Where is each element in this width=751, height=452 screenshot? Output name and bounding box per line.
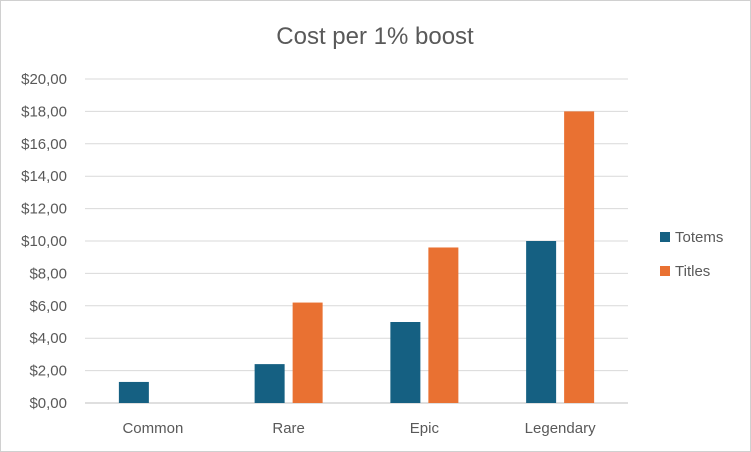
x-axis-categories: Common Rare Epic Legendary <box>122 420 596 437</box>
y-tick-label: $4,00 <box>29 330 67 347</box>
y-axis-ticks: $0,00 $2,00 $4,00 $6,00 $8,00 $10,00 $12,00 $14… <box>21 71 67 412</box>
y-tick-label: $6,00 <box>29 298 67 315</box>
y-tick-label: $20,00 <box>21 71 67 88</box>
bar-totems-legendary <box>526 241 557 403</box>
y-tick-label: $12,00 <box>21 201 67 218</box>
bar-totems-rare <box>254 364 285 403</box>
x-category-label: Legendary <box>525 420 596 437</box>
y-tick-label: $18,00 <box>21 103 67 120</box>
bar-totems-common <box>118 381 149 403</box>
bar-titles-legendary <box>564 111 595 404</box>
y-tick-label: $8,00 <box>29 265 67 282</box>
x-category-label: Rare <box>272 420 305 437</box>
bar-titles-rare <box>292 302 323 403</box>
y-tick-label: $16,00 <box>21 136 67 153</box>
y-tick-label: $14,00 <box>21 168 67 185</box>
chart-title: Cost per 1% boost <box>276 23 474 50</box>
bar-titles-epic <box>428 247 459 403</box>
bars <box>118 111 595 404</box>
y-tick-label: $2,00 <box>29 363 67 380</box>
y-tick-label: $0,00 <box>29 395 67 412</box>
y-tick-label: $10,00 <box>21 233 67 250</box>
legend-swatch-titles <box>660 266 670 276</box>
bar-totems-epic <box>390 322 421 403</box>
legend-label-titles: Titles <box>675 263 710 280</box>
gridlines <box>85 78 628 404</box>
legend-label-totems: Totems <box>675 229 723 246</box>
x-category-label: Common <box>122 420 183 437</box>
legend: Totems Titles <box>660 229 723 280</box>
x-category-label: Epic <box>410 420 440 437</box>
legend-swatch-totems <box>660 232 670 242</box>
